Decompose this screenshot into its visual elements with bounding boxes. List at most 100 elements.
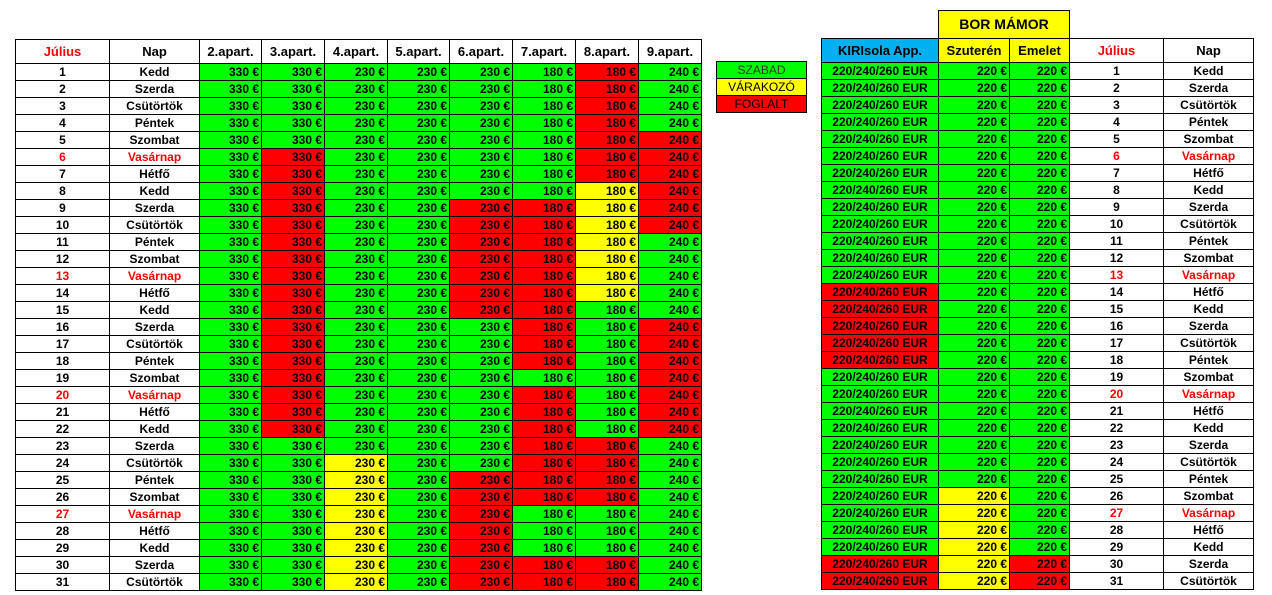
emelet-price-cell[interactable]: 220 € (1009, 96, 1070, 114)
kiri-price-cell[interactable]: 220/240/260 EUR (821, 555, 939, 573)
price-cell[interactable]: 330 € (199, 420, 262, 438)
price-cell[interactable]: 330 € (199, 250, 262, 268)
price-cell[interactable]: 240 € (638, 318, 702, 336)
kiri-price-cell[interactable]: 220/240/260 EUR (821, 470, 939, 488)
szuteren-price-cell[interactable]: 220 € (938, 130, 1010, 148)
price-cell[interactable]: 330 € (199, 352, 262, 370)
price-cell[interactable]: 180 € (575, 403, 639, 421)
price-cell[interactable]: 180 € (575, 199, 639, 217)
price-cell[interactable]: 240 € (638, 573, 702, 591)
price-cell[interactable]: 230 € (449, 403, 513, 421)
price-cell[interactable]: 230 € (449, 301, 513, 319)
price-cell[interactable]: 330 € (199, 216, 262, 234)
price-cell[interactable]: 240 € (638, 505, 702, 523)
price-cell[interactable]: 240 € (638, 267, 702, 285)
price-cell[interactable]: 330 € (261, 233, 325, 251)
price-cell[interactable]: 330 € (261, 437, 325, 455)
price-cell[interactable]: 330 € (261, 335, 325, 353)
price-cell[interactable]: 230 € (387, 97, 450, 115)
kiri-price-cell[interactable]: 220/240/260 EUR (821, 147, 939, 165)
price-cell[interactable]: 330 € (261, 522, 325, 540)
emelet-price-cell[interactable]: 220 € (1009, 470, 1070, 488)
price-cell[interactable]: 230 € (387, 352, 450, 370)
price-cell[interactable]: 330 € (261, 267, 325, 285)
emelet-price-cell[interactable]: 220 € (1009, 164, 1070, 182)
price-cell[interactable]: 330 € (199, 369, 262, 387)
price-cell[interactable]: 180 € (575, 369, 639, 387)
price-cell[interactable]: 230 € (449, 505, 513, 523)
price-cell[interactable]: 230 € (387, 148, 450, 166)
price-cell[interactable]: 330 € (261, 318, 325, 336)
price-cell[interactable]: 180 € (512, 522, 576, 540)
price-cell[interactable]: 230 € (449, 97, 513, 115)
szuteren-price-cell[interactable]: 220 € (938, 419, 1010, 437)
price-cell[interactable]: 230 € (449, 284, 513, 302)
price-cell[interactable]: 180 € (512, 352, 576, 370)
price-cell[interactable]: 180 € (512, 573, 576, 591)
price-cell[interactable]: 230 € (387, 182, 450, 200)
szuteren-price-cell[interactable]: 220 € (938, 62, 1010, 80)
price-cell[interactable]: 180 € (575, 284, 639, 302)
price-cell[interactable]: 230 € (324, 369, 388, 387)
price-cell[interactable]: 230 € (387, 522, 450, 540)
szuteren-price-cell[interactable]: 220 € (938, 249, 1010, 267)
price-cell[interactable]: 240 € (638, 131, 702, 149)
price-cell[interactable]: 180 € (575, 573, 639, 591)
price-cell[interactable]: 180 € (575, 522, 639, 540)
emelet-price-cell[interactable]: 220 € (1009, 555, 1070, 573)
price-cell[interactable]: 230 € (324, 488, 388, 506)
szuteren-price-cell[interactable]: 220 € (938, 147, 1010, 165)
price-cell[interactable]: 230 € (387, 471, 450, 489)
price-cell[interactable]: 230 € (387, 165, 450, 183)
price-cell[interactable]: 180 € (575, 63, 639, 81)
price-cell[interactable]: 330 € (199, 182, 262, 200)
price-cell[interactable]: 230 € (387, 284, 450, 302)
emelet-price-cell[interactable]: 220 € (1009, 283, 1070, 301)
szuteren-price-cell[interactable]: 220 € (938, 555, 1010, 573)
price-cell[interactable]: 230 € (449, 488, 513, 506)
price-cell[interactable]: 330 € (261, 199, 325, 217)
price-cell[interactable]: 230 € (387, 369, 450, 387)
emelet-price-cell[interactable]: 220 € (1009, 266, 1070, 284)
kiri-price-cell[interactable]: 220/240/260 EUR (821, 215, 939, 233)
kiri-price-cell[interactable]: 220/240/260 EUR (821, 198, 939, 216)
kiri-price-cell[interactable]: 220/240/260 EUR (821, 130, 939, 148)
price-cell[interactable]: 230 € (324, 165, 388, 183)
price-cell[interactable]: 180 € (512, 97, 576, 115)
price-cell[interactable]: 180 € (575, 454, 639, 472)
price-cell[interactable]: 330 € (261, 352, 325, 370)
emelet-price-cell[interactable]: 220 € (1009, 538, 1070, 556)
price-cell[interactable]: 240 € (638, 233, 702, 251)
price-cell[interactable]: 230 € (449, 114, 513, 132)
price-cell[interactable]: 330 € (261, 573, 325, 591)
emelet-price-cell[interactable]: 220 € (1009, 385, 1070, 403)
szuteren-price-cell[interactable]: 220 € (938, 436, 1010, 454)
price-cell[interactable]: 330 € (199, 573, 262, 591)
price-cell[interactable]: 180 € (575, 97, 639, 115)
price-cell[interactable]: 230 € (324, 63, 388, 81)
price-cell[interactable]: 180 € (575, 148, 639, 166)
szuteren-price-cell[interactable]: 220 € (938, 96, 1010, 114)
price-cell[interactable]: 180 € (575, 80, 639, 98)
emelet-price-cell[interactable]: 220 € (1009, 181, 1070, 199)
price-cell[interactable]: 240 € (638, 114, 702, 132)
emelet-price-cell[interactable]: 220 € (1009, 198, 1070, 216)
price-cell[interactable]: 240 € (638, 199, 702, 217)
kiri-price-cell[interactable]: 220/240/260 EUR (821, 351, 939, 369)
szuteren-price-cell[interactable]: 220 € (938, 283, 1010, 301)
price-cell[interactable]: 180 € (512, 131, 576, 149)
price-cell[interactable]: 230 € (449, 267, 513, 285)
price-cell[interactable]: 180 € (575, 267, 639, 285)
kiri-price-cell[interactable]: 220/240/260 EUR (821, 181, 939, 199)
price-cell[interactable]: 230 € (449, 386, 513, 404)
price-cell[interactable]: 230 € (324, 114, 388, 132)
price-cell[interactable]: 240 € (638, 369, 702, 387)
price-cell[interactable]: 180 € (575, 437, 639, 455)
emelet-price-cell[interactable]: 220 € (1009, 147, 1070, 165)
price-cell[interactable]: 230 € (324, 318, 388, 336)
price-cell[interactable]: 180 € (575, 352, 639, 370)
price-cell[interactable]: 230 € (387, 556, 450, 574)
price-cell[interactable]: 180 € (512, 165, 576, 183)
price-cell[interactable]: 330 € (199, 148, 262, 166)
price-cell[interactable]: 230 € (387, 420, 450, 438)
